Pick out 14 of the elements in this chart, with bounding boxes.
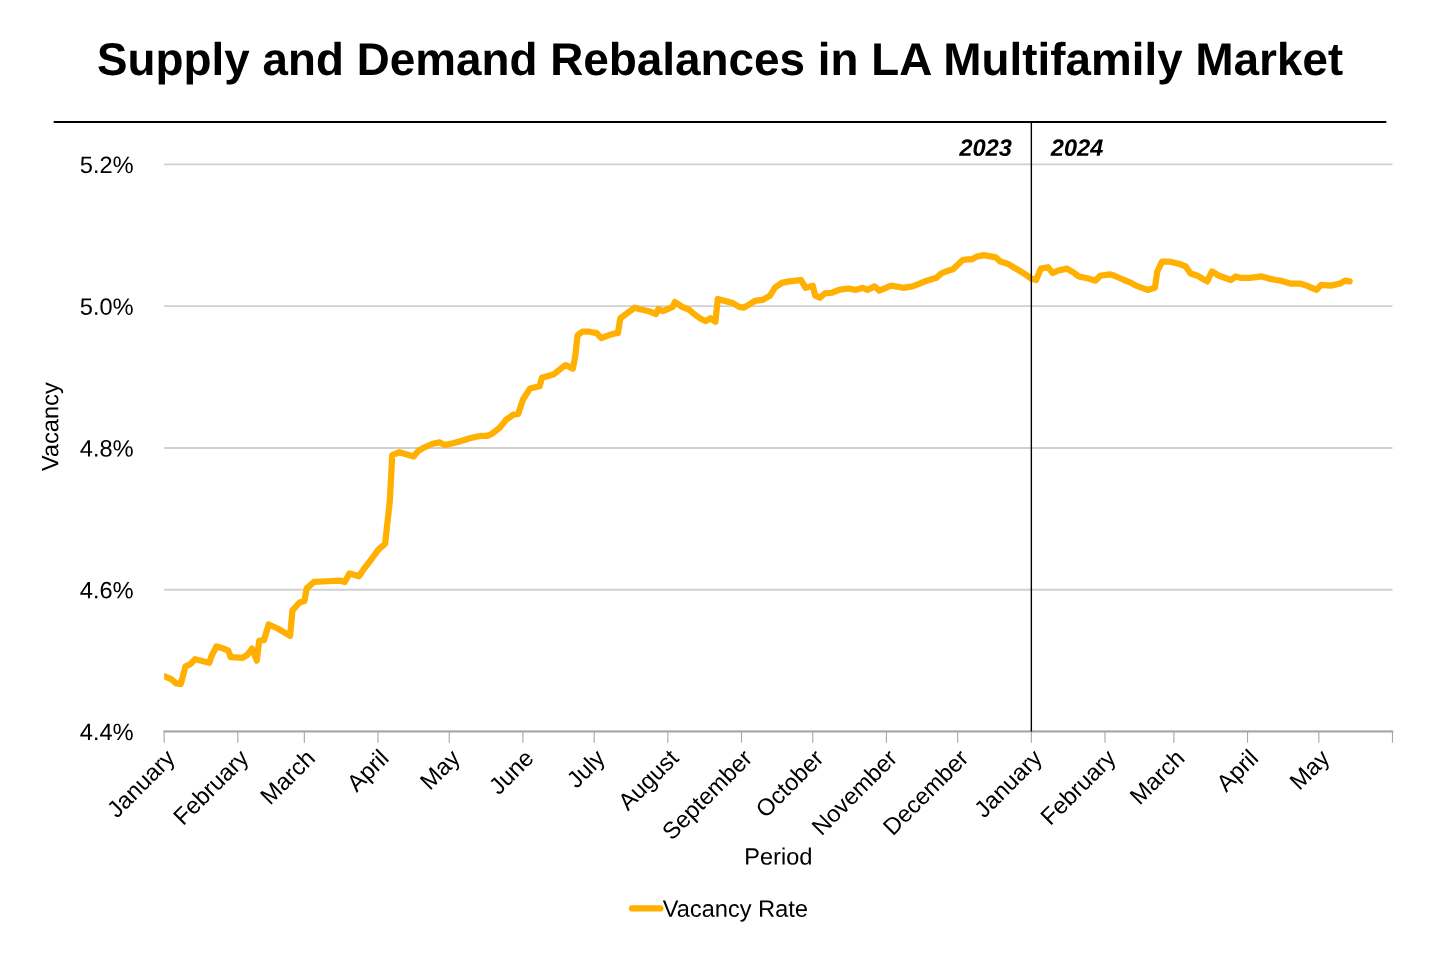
y-tick-label: 5.2% [80, 156, 133, 174]
annotation: 2024 [1050, 139, 1103, 157]
x-tick-label: May [419, 748, 465, 794]
y-axis-title: Vacancy [41, 382, 64, 472]
x-tick-label: July [564, 747, 610, 793]
y-tick-label: 5.0% [80, 298, 133, 316]
x-axis-title: Period [746, 847, 811, 865]
y-tick-label: 4.4% [80, 723, 133, 741]
y-tick-label: 4.6% [80, 581, 133, 599]
legend-label: Vacancy Rate [662, 900, 807, 922]
chart-title: Supply and Demand Rebalances in LA Multifamily Market [98, 41, 1343, 85]
x-tick-label: May [1289, 748, 1335, 794]
y-tick-label: 4.8% [80, 440, 133, 457]
annotation: 2023 [959, 139, 1012, 157]
